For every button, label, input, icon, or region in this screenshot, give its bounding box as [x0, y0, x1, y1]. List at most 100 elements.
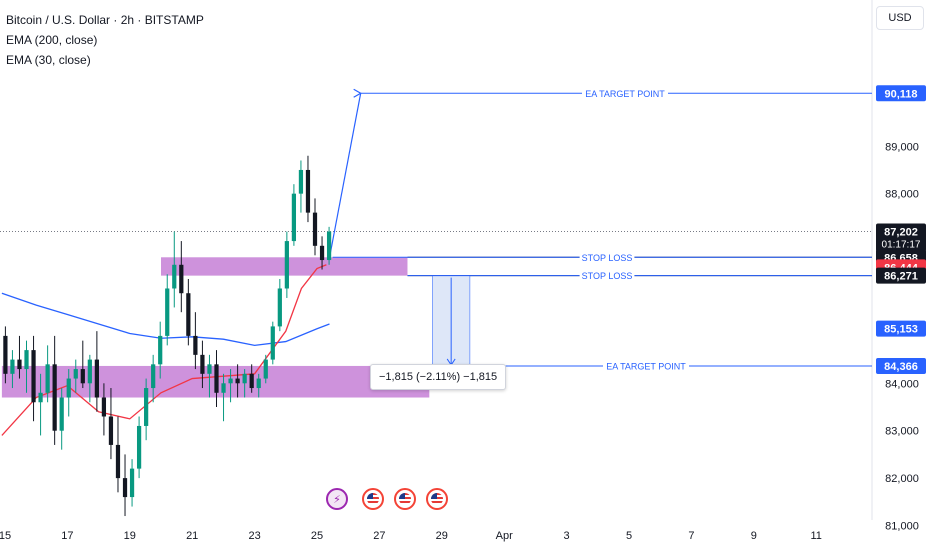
- candle-body: [172, 264, 177, 289]
- candle-body: [319, 245, 325, 261]
- indicator-ema200-label[interactable]: EMA (200, close): [6, 33, 98, 47]
- candle-body: [24, 350, 29, 370]
- candle-body: [186, 293, 191, 336]
- chart-legend: Bitcoin / U.S. Dollar · 2h · BITSTAMP EM…: [6, 10, 204, 70]
- candle-body: [263, 359, 268, 379]
- candle-body: [31, 350, 36, 403]
- candle-body: [256, 378, 261, 389]
- price-axis-label-text: 85,153: [884, 324, 918, 336]
- candle-body: [242, 373, 247, 384]
- x-tick-label: 23: [248, 530, 260, 542]
- candle-body: [87, 359, 92, 384]
- candle-body: [277, 288, 282, 327]
- x-tick-label: 27: [373, 530, 385, 542]
- candle-body: [108, 416, 114, 445]
- y-tick-label: 89,000: [885, 141, 919, 153]
- price-axis-label: [876, 85, 926, 102]
- candle-body: [94, 359, 99, 398]
- candle-body: [305, 169, 311, 213]
- y-tick-label: 81,000: [885, 521, 919, 533]
- x-tick-label: 19: [124, 530, 136, 542]
- price-axis-label-text: 87,202: [884, 226, 918, 238]
- candle-body: [10, 359, 15, 374]
- price-axis-label: [876, 223, 926, 252]
- candle-body: [66, 378, 71, 398]
- annotation-label-bg: [579, 251, 635, 264]
- bolt-icon[interactable]: ⚡: [326, 488, 348, 510]
- annotation-label: EA TARGET POINT: [585, 89, 665, 99]
- x-tick-label: 9: [751, 530, 757, 542]
- x-tick-label: 15: [0, 530, 11, 542]
- annotation-label-bg: [603, 359, 689, 372]
- x-tick-label: 29: [436, 530, 448, 542]
- candle-body: [165, 288, 170, 336]
- x-tick-label: 5: [626, 530, 632, 542]
- projection-line: [328, 93, 362, 258]
- candle-body: [158, 335, 163, 365]
- candle-body: [284, 241, 289, 289]
- us-flag-icon[interactable]: [394, 488, 416, 510]
- annotation-label-bg: [579, 269, 635, 282]
- candle-body: [235, 378, 240, 384]
- candle-body: [270, 326, 275, 360]
- candle-body: [298, 169, 304, 194]
- upper-supply-zone: [161, 257, 408, 276]
- candle-body: [221, 383, 226, 393]
- candle-body: [144, 388, 149, 426]
- us-flag-icon[interactable]: [362, 488, 384, 510]
- candle-body: [73, 369, 78, 379]
- price-axis-label-text: 86,271: [884, 271, 918, 283]
- candle-body: [136, 425, 142, 469]
- candle-body: [207, 364, 212, 374]
- measure-callout: −1,815 (−2.11%) −1,815: [370, 364, 507, 390]
- annotation-label: STOP LOSS: [582, 253, 633, 263]
- candle-body: [326, 231, 332, 261]
- price-axis-label: [876, 357, 926, 374]
- candle-body: [249, 373, 254, 389]
- candle-body: [291, 193, 297, 242]
- candle-body: [129, 468, 135, 498]
- y-tick-label: 84,000: [885, 378, 919, 390]
- projection-arrow-head: [353, 88, 362, 98]
- x-tick-label: 25: [311, 530, 323, 542]
- candle-body: [38, 392, 43, 403]
- candle-body: [101, 397, 107, 417]
- ema30-line: [1, 264, 327, 436]
- candle-body: [122, 478, 128, 498]
- candle-body: [151, 364, 156, 389]
- indicator-ema30-label[interactable]: EMA (30, close): [6, 53, 91, 67]
- candle-body: [200, 354, 205, 374]
- candle-body: [179, 264, 184, 294]
- candle-body: [80, 369, 85, 384]
- price-axis-label: [876, 320, 926, 337]
- price-axis-label-text: 84,366: [884, 361, 918, 373]
- price-axis-label: [876, 267, 926, 284]
- candle-body: [312, 212, 318, 246]
- symbol-title[interactable]: Bitcoin / U.S. Dollar · 2h · BITSTAMP: [6, 13, 204, 27]
- candle-body: [52, 364, 57, 431]
- x-tick-label: 7: [688, 530, 694, 542]
- y-tick-label: 83,000: [885, 426, 919, 438]
- candle-body: [193, 335, 198, 355]
- candle-body: [17, 359, 22, 370]
- us-flag-icon[interactable]: [426, 488, 448, 510]
- currency-button[interactable]: USD: [876, 6, 924, 30]
- ema200-line: [1, 292, 330, 347]
- candle-body: [59, 397, 64, 431]
- candle-body: [45, 364, 50, 393]
- price-axis-label-text: 90,118: [884, 88, 917, 100]
- x-tick-label: Apr: [496, 530, 513, 542]
- y-tick-label: 82,000: [885, 473, 919, 485]
- x-tick-label: 17: [61, 530, 73, 542]
- x-tick-label: 21: [186, 530, 198, 542]
- x-tick-label: 11: [810, 530, 821, 542]
- x-tick-label: 3: [564, 530, 570, 542]
- annotation-label: EA TARGET POINT: [606, 361, 686, 371]
- candle-body: [115, 444, 121, 479]
- candle-body: [228, 378, 233, 384]
- annotation-label: STOP LOSS: [582, 271, 633, 281]
- y-tick-label: 88,000: [885, 189, 919, 201]
- annotation-label-bg: [582, 87, 668, 100]
- candle-body: [3, 335, 8, 374]
